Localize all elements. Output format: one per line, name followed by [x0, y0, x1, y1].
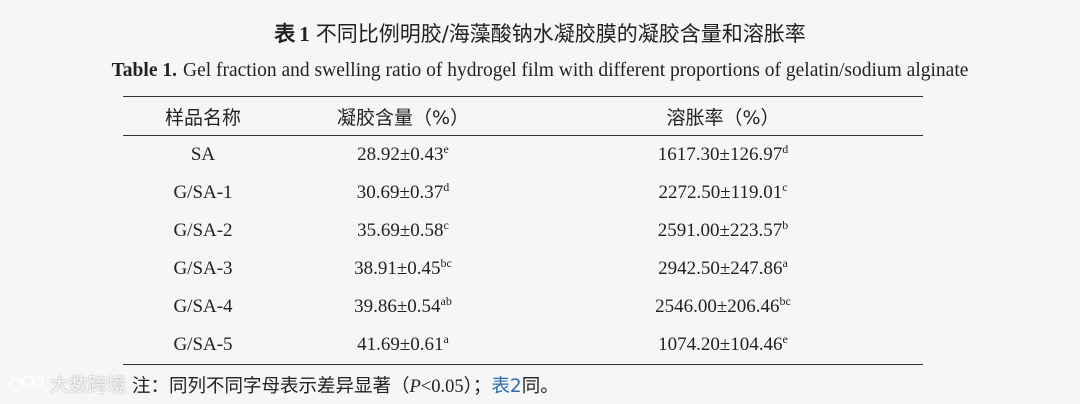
- gel-value: 28.92±0.43: [357, 144, 444, 165]
- swell-sup: e: [782, 332, 788, 346]
- swell-sup: b: [782, 218, 789, 232]
- table-title-en-text: Gel fraction and swelling ratio of hydro…: [182, 60, 969, 81]
- gel-sup: d: [443, 180, 450, 194]
- gel-sup: e: [443, 142, 449, 156]
- swell-value: 2546.00±206.46: [655, 296, 780, 317]
- table-row: G/SA-5 41.69±0.61a 1074.20±104.46e: [123, 326, 923, 365]
- swell-sup: a: [782, 256, 788, 270]
- header-gel-fraction: 凝胶含量（%）: [336, 106, 470, 129]
- cell-swell: 2942.50±247.86a: [523, 250, 923, 288]
- table-row: G/SA-2 35.69±0.58c 2591.00±223.57b: [123, 212, 923, 250]
- table-2-link[interactable]: 表2: [491, 376, 522, 397]
- table-row: G/SA-1 30.69±0.37d 2272.50±119.01c: [123, 174, 923, 212]
- cell-sample: G/SA-2: [173, 220, 233, 241]
- table-label-cn: 表: [274, 22, 296, 46]
- gel-value: 39.86±0.54: [354, 296, 441, 317]
- note-prefix: 注：同列不同字母表示差异显著（: [132, 376, 410, 397]
- header-swelling-ratio: 溶胀率（%）: [666, 106, 780, 129]
- swell-sup: c: [782, 180, 788, 194]
- cell-swell: 1074.20±104.46e: [523, 326, 923, 365]
- cell-sample: G/SA-5: [173, 334, 233, 355]
- gel-sup: c: [443, 218, 449, 232]
- cell-gel: 28.92±0.43e: [283, 136, 523, 175]
- swell-sup: d: [782, 142, 789, 156]
- table-number-cn: 1: [299, 22, 310, 46]
- header-sample-name: 样品名称: [164, 106, 241, 129]
- gel-value: 38.91±0.45: [354, 258, 441, 279]
- table-title-en: Table 1. Gel fraction and swelling ratio …: [0, 60, 1080, 82]
- gel-value: 41.69±0.61: [357, 334, 444, 355]
- swell-value: 1074.20±104.46: [658, 334, 783, 355]
- cell-swell: 2546.00±206.46bc: [523, 288, 923, 326]
- cell-gel: 38.91±0.45bc: [283, 250, 523, 288]
- table-title-cn-text: 不同比例明胶/海藻酸钠水凝胶膜的凝胶含量和溶胀率: [315, 22, 806, 46]
- note-suffix: 同。: [521, 376, 559, 397]
- cell-gel: 41.69±0.61a: [283, 326, 523, 365]
- table-label-en: Table 1.: [111, 60, 177, 81]
- cell-sample: G/SA-4: [173, 296, 233, 317]
- note-middle: ）；: [463, 376, 492, 397]
- table-footnote: 注：同列不同字母表示差异显著（P<0.05）；表2同。: [132, 372, 559, 398]
- watermark-text: 大数跨境: [50, 374, 127, 396]
- table-header-row: 样品名称 凝胶含量（%） 溶胀率（%）: [123, 96, 923, 136]
- data-table: 样品名称 凝胶含量（%） 溶胀率（%） SA 28.92±0.43e 1617.…: [123, 96, 923, 365]
- swell-value: 2942.50±247.86: [658, 258, 783, 279]
- table-row: G/SA-4 39.86±0.54ab 2546.00±206.46bc: [123, 288, 923, 326]
- swell-sup: bc: [779, 294, 791, 308]
- cell-swell: 1617.30±126.97d: [523, 136, 923, 175]
- table-row: G/SA-3 38.91±0.45bc 2942.50±247.86a: [123, 250, 923, 288]
- table-row: SA 28.92±0.43e 1617.30±126.97d: [123, 136, 923, 175]
- note-p-value: <0.05: [420, 377, 464, 397]
- swell-value: 2272.50±119.01: [658, 182, 783, 203]
- cell-gel: 39.86±0.54ab: [283, 288, 523, 326]
- cell-sample: SA: [190, 144, 216, 165]
- cell-swell: 2591.00±223.57b: [523, 212, 923, 250]
- swell-value: 1617.30±126.97: [657, 144, 783, 165]
- table-title-cn: 表 1 不同比例明胶/海藻酸钠水凝胶膜的凝胶含量和溶胀率: [0, 18, 1080, 48]
- watermark: 大数跨境: [8, 370, 126, 397]
- gel-value: 30.69±0.37: [356, 182, 444, 203]
- note-p-symbol: P: [409, 377, 421, 397]
- cell-sample: G/SA-1: [173, 182, 233, 203]
- cell-sample: G/SA-3: [173, 258, 233, 279]
- gel-sup: ab: [440, 294, 452, 308]
- gel-sup: bc: [440, 256, 452, 270]
- cell-gel: 35.69±0.58c: [283, 212, 523, 250]
- watermark-logo-icon: [9, 374, 44, 392]
- cell-gel: 30.69±0.37d: [283, 174, 523, 212]
- cell-swell: 2272.50±119.01c: [523, 174, 923, 212]
- gel-sup: a: [443, 332, 449, 346]
- gel-value: 35.69±0.58: [357, 220, 444, 241]
- swell-value: 2591.00±223.57: [657, 220, 783, 241]
